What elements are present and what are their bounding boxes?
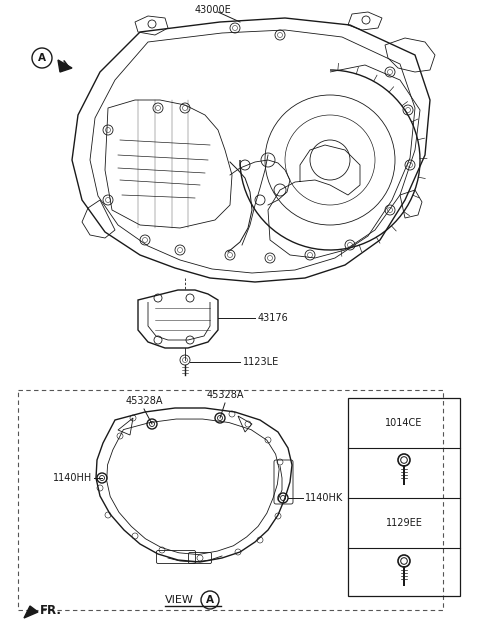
Text: VIEW: VIEW (165, 595, 194, 605)
Text: 45328A: 45328A (125, 396, 163, 406)
Text: FR.: FR. (40, 603, 62, 617)
Text: 43000E: 43000E (195, 5, 232, 15)
Text: A: A (206, 595, 214, 605)
Polygon shape (58, 60, 72, 72)
Bar (348, 398, 460, 596)
Polygon shape (24, 606, 38, 618)
Text: 1140HK: 1140HK (305, 493, 343, 503)
Text: 1129EE: 1129EE (385, 518, 422, 528)
Text: 43176: 43176 (258, 313, 289, 323)
Text: 1014CE: 1014CE (385, 418, 423, 428)
Text: A: A (38, 53, 46, 63)
Text: 45328A: 45328A (206, 390, 244, 400)
Bar (18, 390, 443, 610)
Text: 1140HH: 1140HH (53, 473, 92, 483)
Text: 1123LE: 1123LE (243, 357, 279, 367)
